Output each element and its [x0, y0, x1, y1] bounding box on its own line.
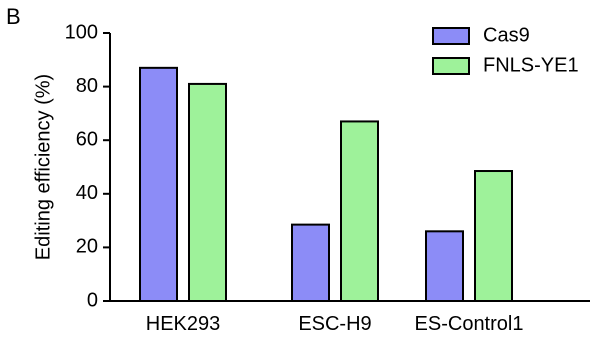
- bars: HEK293 ESC-H9 ES-Control1: [139, 66, 524, 335]
- bar-hek293-cas9: [139, 66, 178, 302]
- bar-es-control1-cas9: [425, 230, 464, 303]
- y-tick-label: 80: [76, 75, 98, 97]
- bar-hek293-fnls-ye1: [188, 82, 227, 302]
- legend-label-fnls-ye1: FNLS-YE1: [483, 54, 579, 76]
- x-tick-label: ES-Control1: [415, 313, 524, 335]
- y-axis-title: Editing efficiency (%): [32, 74, 54, 260]
- x-tick-label: HEK293: [146, 313, 221, 335]
- y-tick-label: 40: [76, 182, 98, 204]
- y-tick-label: 20: [76, 236, 98, 258]
- y-tick-label: 100: [65, 21, 98, 43]
- legend: Cas9 FNLS-YE1: [432, 24, 579, 76]
- bar-es-control1-fnls-ye1: [474, 170, 513, 302]
- bar-esc-h9-fnls-ye1: [340, 120, 379, 302]
- legend-swatch-fnls-ye1: [432, 57, 470, 75]
- x-tick-label: ESC-H9: [298, 313, 371, 335]
- legend-label-cas9: Cas9: [483, 24, 530, 46]
- panel-label: B: [6, 4, 21, 29]
- y-tick-label: 0: [87, 289, 98, 311]
- y-tick-label: 60: [76, 128, 98, 150]
- legend-swatch-cas9: [432, 27, 470, 45]
- bar-esc-h9-cas9: [291, 223, 330, 302]
